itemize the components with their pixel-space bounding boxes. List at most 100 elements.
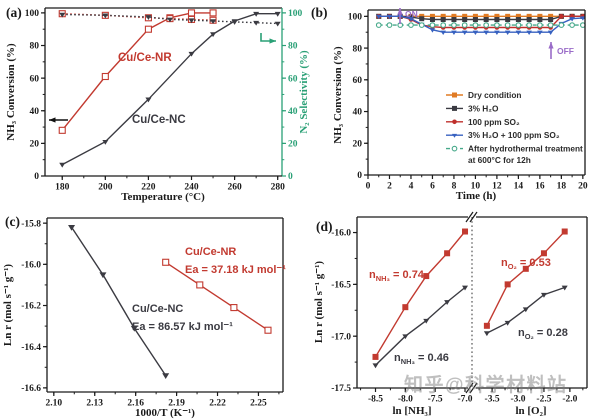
svg-text:-17.5: -17.5 (331, 384, 351, 394)
svg-text:2.22: 2.22 (209, 399, 226, 409)
series-cu-ce-nr-nh3-order-markers (372, 228, 469, 360)
annotation: OFF (557, 46, 574, 56)
svg-text:2.16: 2.16 (127, 399, 144, 409)
svg-text:100: 100 (288, 9, 303, 19)
svg-text:240: 240 (184, 183, 199, 193)
series-after-hydrothermal-treatment-at-600-c-for-12h-markers (375, 22, 586, 28)
svg-text:0: 0 (357, 171, 362, 181)
svg-text:180: 180 (55, 183, 70, 193)
series-cu-ce-nc-conversion (61, 12, 278, 166)
svg-text:60: 60 (288, 74, 298, 84)
svg-text:80: 80 (288, 42, 298, 52)
svg-text:Dry condition: Dry condition (468, 90, 521, 100)
svg-text:ln [NH₃]: ln [NH₃] (392, 405, 431, 417)
svg-text:8: 8 (452, 182, 457, 192)
svg-text:20: 20 (30, 140, 40, 150)
svg-text:-15.8: -15.8 (21, 219, 41, 229)
svg-text:220: 220 (141, 183, 156, 193)
series-cu-ce-nc-arrhenius-markers (68, 224, 170, 380)
panel-d: -8.5 -8.0 -7.5 -7.0 ln [NH₃] -16.0 -16.5 -17.0 -… (313, 211, 588, 417)
svg-text:N₂ Selectivity (%): N₂ Selectivity (%) (298, 50, 310, 134)
svg-text:at 600°C for 12h: at 600°C for 12h (468, 155, 531, 165)
svg-text:-3.5: -3.5 (485, 395, 500, 405)
axis-break-mark (465, 211, 474, 223)
series-cu-ce-nc-conversion-markers (59, 11, 281, 168)
svg-text:40: 40 (30, 107, 40, 117)
svg-text:2.19: 2.19 (168, 399, 185, 409)
svg-text:0: 0 (288, 172, 293, 182)
svg-text:14: 14 (514, 182, 524, 192)
svg-text:-7.0: -7.0 (457, 395, 472, 405)
series-3-h-o-100-ppm-so (378, 15, 583, 33)
svg-text:ln [O₂]: ln [O₂] (515, 405, 546, 417)
svg-text:12: 12 (492, 182, 502, 192)
panel-b: 0 2 4 6 8 10 12 14 16 18 20 Time (h) 0 20 40 60 80 100 (b)… (311, 5, 588, 202)
legend: Dry condition 3% H₂O 100 ppm SO₂ 3% H₂O + 1… (446, 90, 583, 165)
svg-text:60: 60 (30, 74, 40, 84)
svg-text:100: 100 (348, 13, 363, 23)
svg-text:(b): (b) (311, 5, 328, 20)
svg-text:280: 280 (271, 183, 286, 193)
svg-text:(d): (d) (316, 219, 333, 234)
svg-text:2.13: 2.13 (86, 399, 103, 409)
annotation: Ea = 37.18 kJ mol⁻¹ (185, 264, 286, 276)
svg-text:6: 6 (430, 182, 435, 192)
panel-c: 2.10 2.13 2.16 2.19 2.22 2.25 1000/T (K⁻¹) -15.… (2, 214, 286, 419)
svg-text:3% H₂O + 100 ppm SO₂: 3% H₂O + 100 ppm SO₂ (468, 130, 560, 140)
series-cu-ce-nc-n2-selectivity-markers (59, 12, 281, 27)
svg-text:2.10: 2.10 (46, 399, 63, 409)
svg-text:-16.6: -16.6 (21, 384, 41, 394)
svg-text:20: 20 (353, 139, 363, 149)
svg-text:0: 0 (366, 182, 371, 192)
svg-text:2.25: 2.25 (250, 399, 267, 409)
annotation: Cu/Ce-NR (118, 52, 172, 64)
svg-text:-16.0: -16.0 (331, 229, 351, 239)
svg-text:-8.5: -8.5 (368, 395, 383, 405)
svg-text:40: 40 (353, 108, 363, 118)
svg-text:10: 10 (471, 182, 481, 192)
series-cu-ce-nc-nh3-order-markers (372, 285, 469, 369)
series-cu-ce-nr-arrhenius-markers (162, 258, 272, 334)
svg-text:-16.4: -16.4 (21, 343, 41, 353)
svg-text:16: 16 (535, 182, 545, 192)
svg-text:200: 200 (98, 183, 113, 193)
svg-text:-7.5: -7.5 (428, 395, 443, 405)
svg-text:-8.0: -8.0 (398, 395, 413, 405)
annotation: Cu/Ce-NR (185, 246, 236, 258)
svg-text:After hydrothermal treatment: After hydrothermal treatment (468, 144, 583, 154)
series-cu-ce-nr-arrhenius (165, 261, 269, 331)
svg-text:Temperature (°C): Temperature (°C) (121, 191, 205, 203)
series-cu-ce-nr-o2-order-markers (483, 228, 568, 329)
series-cu-ce-nc-o2-order-markers (483, 285, 568, 337)
svg-text:Time (h): Time (h) (456, 190, 497, 202)
svg-text:18: 18 (557, 182, 567, 192)
svg-text:NH₃ Conversion (%): NH₃ Conversion (%) (332, 46, 344, 144)
svg-text:80: 80 (30, 42, 40, 52)
svg-text:-2.0: -2.0 (562, 395, 577, 405)
svg-text:1000/T (K⁻¹): 1000/T (K⁻¹) (135, 407, 195, 419)
svg-text:260: 260 (227, 183, 242, 193)
axis-break-mark (465, 382, 474, 394)
axis-break-mark (469, 382, 478, 394)
series-cu-ce-nc-arrhenius (71, 226, 167, 376)
svg-text:40: 40 (288, 107, 298, 117)
svg-text:(a): (a) (6, 5, 22, 20)
svg-text:3% H₂O: 3% H₂O (468, 103, 499, 113)
annotation: Cu/Ce-NC (132, 303, 183, 315)
annotation: Cu/Ce-NC (132, 114, 186, 126)
svg-text:0: 0 (34, 172, 39, 182)
svg-text:2: 2 (387, 182, 392, 192)
svg-text:(c): (c) (5, 214, 20, 229)
annotation: Ea = 86.57 kJ mol⁻¹ (132, 321, 233, 333)
annotation: nO₂ = 0.28 (518, 327, 568, 341)
svg-text:60: 60 (353, 76, 363, 86)
svg-text:4: 4 (409, 182, 414, 192)
svg-text:NH₃ Conversion (%): NH₃ Conversion (%) (5, 43, 17, 141)
annotation: ON (405, 9, 418, 19)
svg-text:-16.0: -16.0 (21, 261, 41, 271)
axis-break-mark (469, 211, 478, 223)
annotation: nNH₃ = 0.46 (394, 352, 449, 366)
svg-text:80: 80 (353, 44, 363, 54)
